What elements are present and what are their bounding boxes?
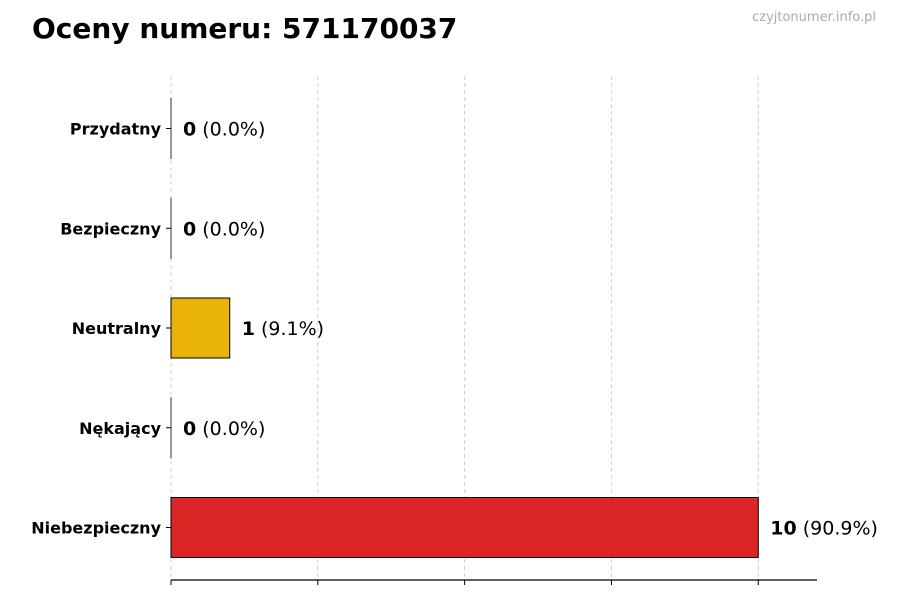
chart-title: Oceny numeru: 571170037: [32, 12, 458, 45]
value-count: 0: [183, 218, 196, 240]
value-count: 0: [183, 418, 196, 440]
bar: [170, 297, 231, 359]
value-percent: (90.9%): [797, 518, 878, 540]
value-label: 0 (0.0%): [183, 418, 265, 440]
value-percent: (9.1%): [255, 318, 324, 340]
value-count: 1: [242, 318, 255, 340]
value-percent: (0.0%): [196, 418, 265, 440]
value-label: 10 (90.9%): [770, 518, 878, 540]
category-label: Przydatny: [70, 120, 162, 139]
watermark: czyjtonumer.info.pl: [752, 10, 876, 25]
value-percent: (0.0%): [196, 218, 265, 240]
value-percent: (0.0%): [196, 119, 265, 141]
category-label: Bezpieczny: [60, 219, 161, 238]
value-label: 1 (9.1%): [242, 318, 324, 340]
value-label: 0 (0.0%): [183, 119, 265, 141]
category-label: Neutralny: [72, 319, 162, 338]
value-label: 0 (0.0%): [183, 218, 265, 240]
category-label: Niebezpieczny: [31, 519, 161, 538]
value-count: 0: [183, 119, 196, 141]
category-label: Nękający: [79, 419, 161, 438]
bar: [170, 497, 759, 558]
value-count: 10: [770, 518, 796, 540]
